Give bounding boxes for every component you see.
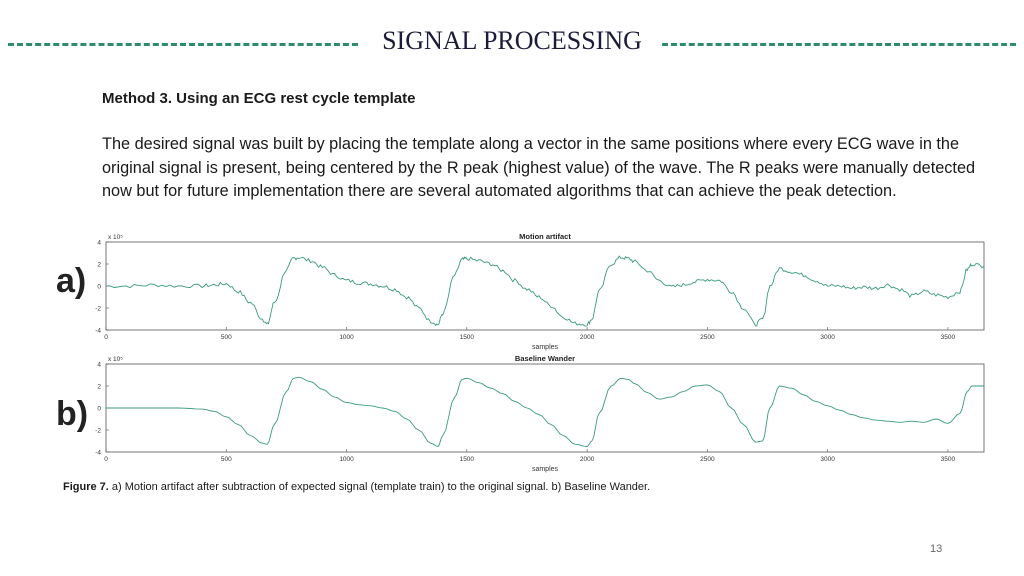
baseline-wander-xtick-label: 1000 [339, 456, 354, 463]
chart-motion-artifact: Motion artifact x 10⁵ 0 500 1000 1500 2000 2500… [95, 232, 985, 351]
motion-artifact-xtick-label: 500 [221, 334, 232, 341]
baseline-wander-xtick-label: 3000 [820, 456, 835, 463]
caption-label: Figure 7. [63, 481, 109, 493]
title-row: SIGNAL PROCESSING [0, 24, 1024, 64]
baseline-wander-xtick-label: 3500 [941, 456, 956, 463]
baseline-wander-xtick-label: 2000 [580, 456, 595, 463]
baseline-wander-ytick-label: -2 [95, 428, 101, 435]
baseline-wander-xtick-label: 2500 [700, 456, 715, 463]
baseline-wander-ytick-label: 2 [97, 384, 101, 391]
baseline-wander-xtick-label: 1500 [460, 456, 475, 463]
figure-caption: Figure 7. a) Motion artifact after subtr… [63, 481, 650, 493]
motion-artifact-xtick-label: 2000 [580, 334, 595, 341]
baseline-wander-ytick-label: 4 [97, 362, 101, 369]
page-number: 13 [930, 543, 943, 555]
motion-artifact-xtick-label: 2500 [700, 334, 715, 341]
motion-artifact-xtick-label: 3000 [820, 334, 835, 341]
title-dash-right [662, 43, 1016, 46]
baseline-wander-series-line [106, 376, 984, 448]
panel-label-a: a) [56, 262, 87, 300]
baseline-wander-xtick-label: 500 [221, 456, 232, 463]
motion-artifact-exponent-label: x 10⁵ [108, 234, 123, 241]
motion-artifact-ytick-label: -4 [95, 328, 101, 335]
baseline-wander-xlabel: samples [532, 466, 559, 473]
title-dash-left [8, 43, 358, 46]
motion-artifact-axes-box [105, 241, 985, 331]
motion-artifact-ytick-label: -2 [95, 306, 101, 313]
motion-artifact-xtick-label: 1000 [339, 334, 354, 341]
caption-text: a) Motion artifact after subtraction of … [108, 481, 651, 493]
baseline-wander-xtick-label: 0 [104, 456, 108, 463]
motion-artifact-xtick-label: 1500 [460, 334, 475, 341]
panel-label-b: b) [56, 395, 89, 433]
slide-title: SIGNAL PROCESSING [0, 26, 1024, 56]
method-heading: Method 3. Using an ECG rest cycle templa… [102, 90, 416, 107]
motion-artifact-series-line [105, 255, 985, 327]
baseline-wander-title: Baseline Wander [515, 354, 575, 363]
chart-baseline-wander: Baseline Wander x 10⁵ 0 500 1000 1500 2000 2500… [95, 354, 985, 473]
motion-artifact-ytick-label: 2 [97, 262, 101, 269]
motion-artifact-ytick-label: 0 [97, 284, 101, 291]
baseline-wander-ytick-label: -4 [95, 450, 101, 457]
baseline-wander-axes-box [105, 363, 985, 453]
baseline-wander-exponent-label: x 10⁵ [108, 356, 123, 363]
body-paragraph: The desired signal was built by placing … [102, 135, 976, 200]
motion-artifact-xtick-label: 0 [104, 334, 108, 341]
motion-artifact-title: Motion artifact [519, 232, 571, 241]
motion-artifact-xtick-label: 3500 [941, 334, 956, 341]
baseline-wander-ytick-label: 0 [97, 406, 101, 413]
motion-artifact-xlabel: samples [532, 344, 559, 351]
motion-artifact-ytick-label: 4 [97, 240, 101, 247]
